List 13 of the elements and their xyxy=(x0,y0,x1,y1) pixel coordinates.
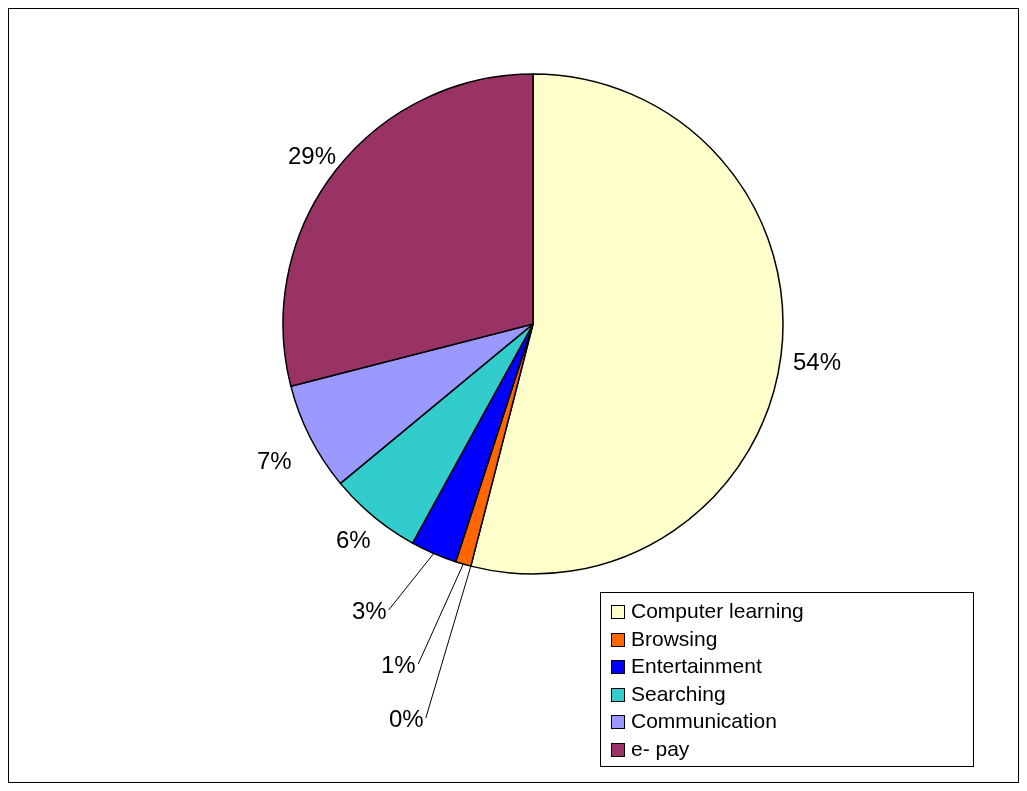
data-label: 3% xyxy=(352,597,387,624)
legend-label: Browsing xyxy=(631,626,718,650)
legend-label: e- pay xyxy=(631,736,690,760)
data-label: 1% xyxy=(381,651,416,678)
legend-label: Searching xyxy=(631,681,726,705)
data-label: 6% xyxy=(336,526,371,553)
data-label: 7% xyxy=(257,447,292,474)
data-label: 29% xyxy=(288,142,337,169)
data-label: 54% xyxy=(793,348,842,375)
legend-label: Communication xyxy=(631,709,777,732)
legend-label: Entertainment xyxy=(631,654,762,677)
legend-label: Computer learning xyxy=(631,599,804,622)
text: 0% xyxy=(389,705,424,732)
